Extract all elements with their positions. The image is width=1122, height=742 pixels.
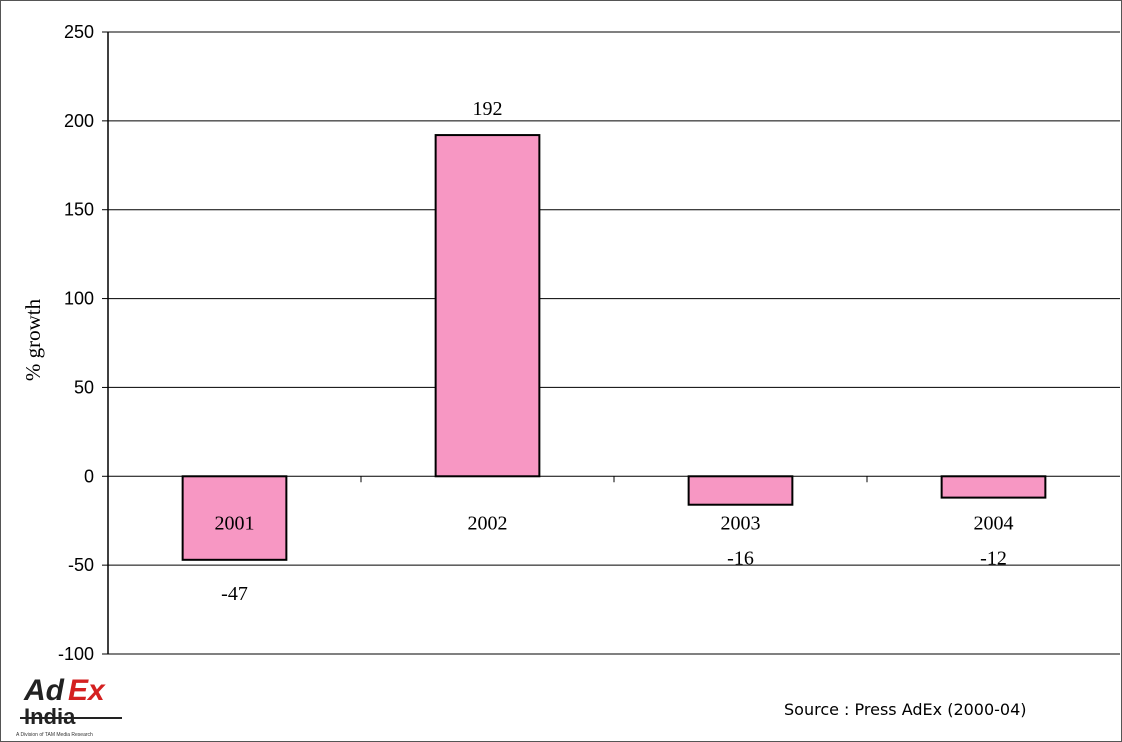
category-label: 2001 bbox=[215, 512, 255, 534]
bar-2002 bbox=[434, 134, 541, 478]
bar-2004 bbox=[940, 475, 1047, 499]
logo-tagline: A Division of TAM Media Research bbox=[16, 732, 93, 738]
category-label: 2004 bbox=[974, 512, 1014, 534]
y-tick-label: 200 bbox=[64, 111, 94, 131]
logo-ex-text: Ex bbox=[68, 674, 106, 707]
logo-india-text: India bbox=[24, 704, 76, 729]
source-note: Source : Press AdEx (2000-04) bbox=[784, 700, 1027, 719]
category-label: 2003 bbox=[721, 512, 761, 534]
y-axis-label: % growth bbox=[21, 298, 45, 381]
y-tick-label: 50 bbox=[74, 377, 94, 397]
y-tick-label: -50 bbox=[68, 555, 94, 575]
bar-2001 bbox=[181, 475, 288, 561]
adex-india-logo: Ad Ex India A Division of TAM Media Rese… bbox=[16, 674, 122, 738]
labels: 2001 -47 2002 192 2003 -16 2004 -12 bbox=[215, 98, 1014, 605]
y-tick-label: 100 bbox=[64, 289, 94, 309]
data-label: -16 bbox=[727, 547, 754, 569]
y-tick-label: 0 bbox=[84, 466, 94, 486]
data-label: -47 bbox=[221, 583, 248, 605]
y-tick-label: 250 bbox=[64, 22, 94, 42]
y-tick-label: -100 bbox=[58, 644, 94, 664]
y-tick-label: 150 bbox=[64, 200, 94, 220]
bar-2003 bbox=[687, 475, 794, 506]
data-label: 192 bbox=[473, 98, 503, 120]
category-label: 2002 bbox=[468, 512, 508, 534]
y-axis: 250 200 150 100 50 0 -50 -100 bbox=[58, 22, 868, 664]
bars bbox=[181, 134, 1047, 561]
data-label: -12 bbox=[980, 547, 1007, 569]
logo-ad-text: Ad bbox=[23, 674, 65, 707]
